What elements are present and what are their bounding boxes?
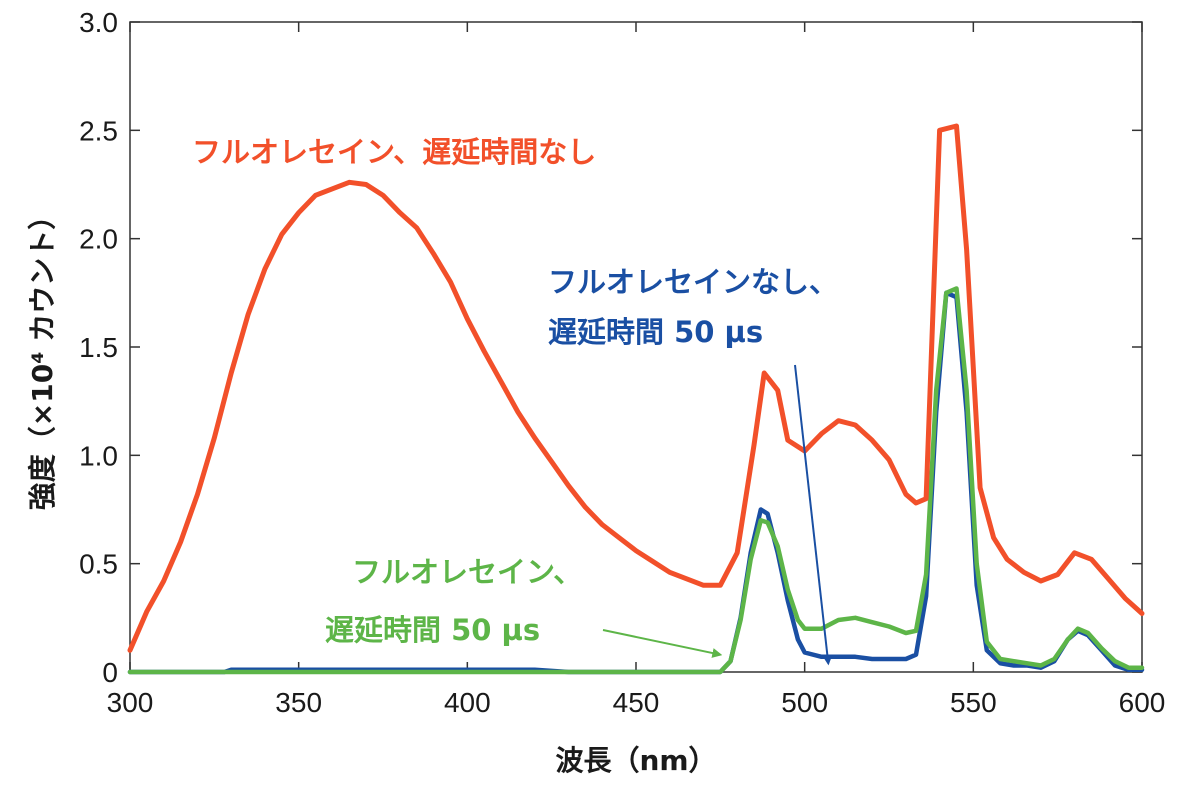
y-tick-label: 2.0 [79,224,118,255]
series-layer [127,123,1145,675]
annotation-blue-line-2: 遅延時間 50 µs [548,315,763,349]
y-tick-label: 1.0 [79,440,118,471]
series-line-fluorescein-no-delay [127,123,1145,653]
x-tick-label: 550 [950,687,997,718]
x-axis-ticks: 300 350 400 450 500 550 600 [107,22,1166,718]
y-tick-label: 2.5 [79,115,118,146]
y-axis-ticks: 0 0.5 1.0 1.5 2.0 2.5 3.0 [79,7,1142,688]
x-tick-label: 300 [107,687,154,718]
series-line-no-fluorescein-delay-50us [127,290,1145,675]
annotation-green-line-2: 遅延時間 50 µs [325,613,540,647]
y-tick-label: 0.5 [79,549,118,580]
annotation-arrow-green [602,629,723,658]
annotation-blue-line-1: フルオレセインなし、 [548,265,838,299]
y-tick-label: 0 [102,657,118,688]
x-tick-label: 400 [444,687,491,718]
x-tick-label: 600 [1119,687,1166,718]
annotation-arrows [602,364,833,666]
x-tick-label: 350 [275,687,322,718]
y-tick-label: 3.0 [79,7,118,38]
x-tick-label: 450 [613,687,660,718]
annotation-green-line-1: フルオレセイン、 [352,555,582,589]
y-axis-title: 強度（×10⁴ カウント） [26,202,59,510]
y-tick-label: 1.5 [79,332,118,363]
x-tick-label: 500 [781,687,828,718]
x-axis-title: 波長（nm） [555,744,716,777]
series-line-fluorescein-delay-50us [127,286,1145,675]
annotation-arrow-blue [794,364,833,666]
annotation-red-line-1: フルオレセイン、遅延時間なし [192,135,596,169]
